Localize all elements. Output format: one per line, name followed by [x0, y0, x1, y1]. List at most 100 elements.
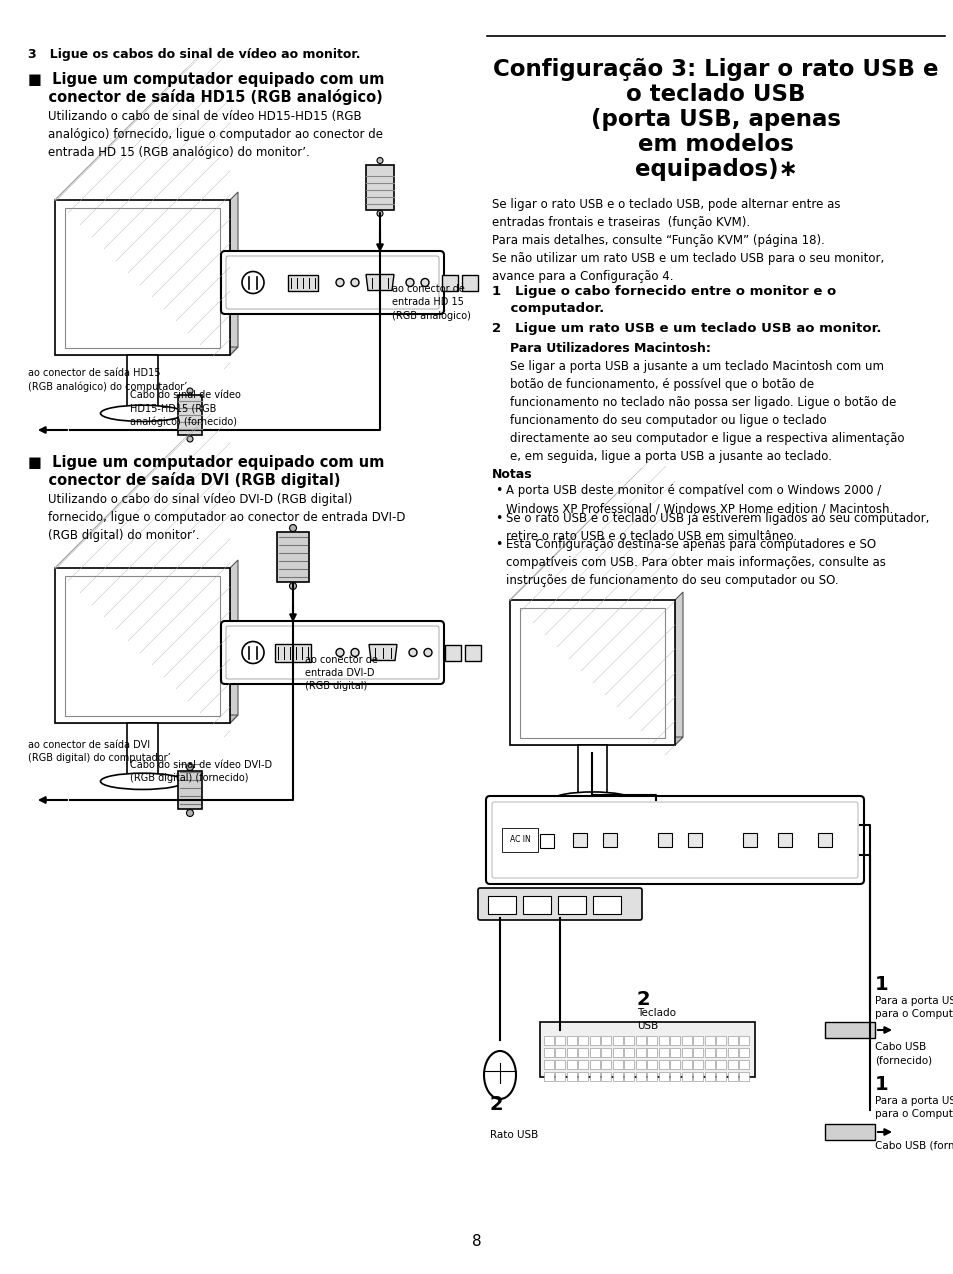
- Bar: [539, 1022, 754, 1077]
- Polygon shape: [510, 736, 682, 745]
- Ellipse shape: [186, 809, 193, 817]
- Bar: [55, 200, 230, 355]
- Bar: [670, 1060, 679, 1069]
- Ellipse shape: [351, 648, 358, 656]
- Bar: [601, 1060, 611, 1069]
- Bar: [636, 1049, 645, 1057]
- Bar: [739, 1060, 749, 1069]
- Bar: [543, 1036, 554, 1045]
- Bar: [693, 1036, 702, 1045]
- Bar: [543, 1060, 554, 1069]
- Text: 3   Ligue os cabos do sinal de vídeo ao monitor.: 3 Ligue os cabos do sinal de vídeo ao mo…: [28, 48, 360, 61]
- Ellipse shape: [335, 648, 344, 656]
- Bar: [659, 1060, 668, 1069]
- Bar: [693, 1060, 702, 1069]
- Bar: [687, 833, 701, 847]
- Text: 2: 2: [637, 990, 650, 1009]
- Text: ao conector de
entrada HD 15
(RGB analógico): ao conector de entrada HD 15 (RGB analóg…: [392, 284, 471, 321]
- Bar: [778, 833, 791, 847]
- Bar: [681, 1060, 691, 1069]
- Ellipse shape: [376, 158, 382, 163]
- Bar: [716, 1060, 726, 1069]
- Bar: [658, 833, 671, 847]
- Bar: [461, 274, 477, 290]
- Bar: [573, 833, 586, 847]
- Bar: [578, 1036, 588, 1045]
- Ellipse shape: [187, 389, 193, 394]
- Bar: [127, 355, 158, 409]
- Bar: [593, 896, 620, 913]
- Bar: [543, 1071, 554, 1082]
- Bar: [636, 1060, 645, 1069]
- Bar: [704, 1060, 714, 1069]
- Bar: [727, 1049, 738, 1057]
- Bar: [670, 1071, 679, 1082]
- FancyBboxPatch shape: [485, 796, 863, 884]
- Text: Se ligar o rato USB e o teclado USB, pode alternar entre as
entradas frontais e : Se ligar o rato USB e o teclado USB, pod…: [492, 197, 883, 283]
- Bar: [288, 274, 317, 290]
- Bar: [817, 833, 831, 847]
- Bar: [716, 1049, 726, 1057]
- Text: Para a porta USB
para o Computador: Para a porta USB para o Computador: [874, 1096, 953, 1119]
- Ellipse shape: [409, 648, 416, 656]
- Bar: [647, 1060, 657, 1069]
- Bar: [519, 608, 664, 738]
- Text: ■  Ligue um computador equipado com um: ■ Ligue um computador equipado com um: [28, 73, 384, 87]
- Bar: [566, 1036, 577, 1045]
- Bar: [739, 1049, 749, 1057]
- Bar: [613, 1036, 622, 1045]
- Bar: [555, 1071, 565, 1082]
- Polygon shape: [369, 645, 396, 660]
- Text: Cabo do sinal de vídeo
HD15-HD15 (RGB
analógico) (fornecido): Cabo do sinal de vídeo HD15-HD15 (RGB an…: [130, 390, 240, 427]
- Text: 2   Ligue um rato USB e um teclado USB ao monitor.: 2 Ligue um rato USB e um teclado USB ao …: [492, 322, 881, 335]
- Text: 1   Ligue o cabo fornecido entre o monitor e o: 1 Ligue o cabo fornecido entre o monitor…: [492, 285, 836, 298]
- Bar: [613, 1060, 622, 1069]
- Text: 2: 2: [490, 1094, 503, 1113]
- Bar: [578, 745, 607, 796]
- Text: Teclado
USB: Teclado USB: [637, 1008, 676, 1031]
- Bar: [824, 1022, 874, 1038]
- Bar: [65, 208, 220, 348]
- Ellipse shape: [553, 792, 632, 808]
- Bar: [578, 1071, 588, 1082]
- Bar: [589, 1049, 599, 1057]
- Bar: [636, 1071, 645, 1082]
- Ellipse shape: [376, 210, 382, 217]
- Bar: [659, 1036, 668, 1045]
- Bar: [464, 645, 480, 660]
- Bar: [613, 1071, 622, 1082]
- Text: Configuração 3: Ligar o rato USB e: Configuração 3: Ligar o rato USB e: [493, 59, 938, 82]
- Ellipse shape: [100, 773, 184, 790]
- Bar: [727, 1036, 738, 1045]
- Bar: [276, 533, 309, 582]
- Ellipse shape: [187, 436, 193, 442]
- Bar: [647, 1071, 657, 1082]
- Text: 1: 1: [874, 1075, 887, 1094]
- Bar: [589, 1071, 599, 1082]
- Text: conector de saída HD15 (RGB analógico): conector de saída HD15 (RGB analógico): [28, 89, 382, 104]
- Bar: [704, 1071, 714, 1082]
- Text: Esta Configuração destina-se apenas para computadores e SO
compatíveis com USB. : Esta Configuração destina-se apenas para…: [505, 538, 885, 587]
- Text: Cabo USB
(fornecido): Cabo USB (fornecido): [874, 1042, 931, 1065]
- Text: Se ligar a porta USB a jusante a um teclado Macintosh com um
botão de funcioname: Se ligar a porta USB a jusante a um tecl…: [510, 361, 903, 462]
- Bar: [704, 1036, 714, 1045]
- Text: Se o rato USB e o teclado USB já estiverem ligados ao seu computador,
retire o r: Se o rato USB e o teclado USB já estiver…: [505, 512, 928, 543]
- Bar: [589, 1036, 599, 1045]
- Bar: [624, 1036, 634, 1045]
- Bar: [742, 833, 757, 847]
- Bar: [510, 600, 675, 745]
- Bar: [716, 1071, 726, 1082]
- Bar: [488, 896, 516, 913]
- Text: (porta USB, apenas: (porta USB, apenas: [590, 108, 841, 131]
- Bar: [659, 1071, 668, 1082]
- Bar: [543, 1049, 554, 1057]
- Text: •: •: [495, 538, 502, 550]
- Text: 8: 8: [472, 1235, 481, 1249]
- Polygon shape: [55, 347, 237, 355]
- Bar: [624, 1049, 634, 1057]
- Polygon shape: [55, 715, 237, 724]
- Bar: [366, 164, 394, 209]
- Text: Notas: Notas: [492, 468, 532, 482]
- Text: Utilizando o cabo do sinal vídeo DVI-D (RGB digital)
fornecido, ligue o computad: Utilizando o cabo do sinal vídeo DVI-D (…: [48, 493, 405, 541]
- Bar: [704, 1049, 714, 1057]
